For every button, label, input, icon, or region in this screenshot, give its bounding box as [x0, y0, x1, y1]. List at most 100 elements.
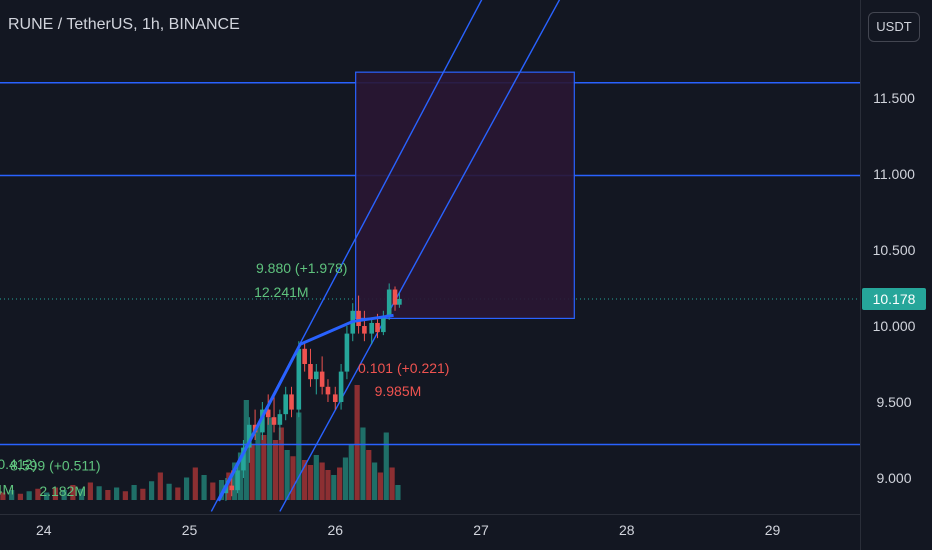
volume-bar: [372, 462, 378, 500]
candle-body: [302, 348, 307, 364]
volume-bar: [52, 487, 58, 500]
volume-bar: [26, 491, 32, 500]
volume-bar: [360, 427, 366, 500]
candle-body: [338, 371, 344, 402]
price-tick-label: 11.000: [873, 166, 915, 182]
time-axis[interactable]: 24 25 26 27 28 29: [36, 522, 781, 538]
volume-bar: [114, 487, 120, 500]
candle-body: [332, 394, 338, 402]
annotations: 9.880 (+1.978) 12.241M 0.101 (+0.221) 9.985…: [0, 260, 449, 499]
volume-bar: [383, 432, 389, 500]
volume-bar: [389, 467, 395, 500]
volume-bar: [302, 460, 308, 500]
volume-bar: [70, 485, 76, 500]
measure-label: 0.101 (+0.221): [358, 360, 449, 376]
volume-bar: [337, 467, 343, 500]
candle-body: [229, 485, 235, 491]
candle-body: [308, 364, 313, 380]
measure-label: 9.985M: [375, 383, 422, 399]
volume-bar: [267, 417, 273, 500]
candle-body: [283, 394, 288, 415]
channel-line: [279, 0, 561, 512]
volume-bar: [249, 443, 255, 500]
volume-bar: [290, 456, 296, 500]
plot-area[interactable]: 9.880 (+1.978) 12.241M 0.101 (+0.221) 9.985…: [0, 0, 860, 512]
candle-body: [271, 417, 277, 425]
candle-body: [356, 310, 361, 326]
volume-bar: [272, 440, 279, 500]
volume-bar: [218, 480, 225, 500]
last-price-label: 10.178: [873, 291, 916, 307]
volume-bar: [157, 472, 163, 500]
volume-bar: [261, 435, 267, 500]
candle-body: [397, 298, 402, 305]
volume-bar: [284, 450, 290, 500]
time-tick-label: 28: [619, 522, 635, 538]
candle-body: [289, 394, 294, 410]
volume-bar: [366, 450, 372, 500]
price-tick-label: 10.500: [873, 242, 916, 258]
candle-body: [246, 424, 252, 448]
price-unit-button[interactable]: USDT: [868, 12, 920, 42]
price-tick-label: 10.000: [873, 318, 916, 334]
volume-bar: [395, 485, 401, 500]
candle-body: [241, 447, 246, 471]
volume-bar: [331, 475, 337, 500]
volume-bar: [148, 481, 155, 500]
trend-path: [217, 313, 394, 502]
volume-bar: [342, 457, 349, 500]
volume-bar: [131, 485, 137, 500]
volume-bar: [61, 490, 67, 500]
candle-body: [375, 322, 380, 333]
volume-bar: [96, 486, 102, 500]
measure-label: 9.880 (+1.978): [256, 260, 347, 276]
volume-bar: [354, 385, 360, 500]
measure-label: +0.412): [0, 456, 37, 472]
volume-bar: [9, 490, 15, 500]
candle-body: [277, 414, 283, 425]
volume-bar: [140, 488, 146, 500]
volume-bar: [296, 412, 302, 500]
volume-bar: [166, 483, 172, 500]
volume-bar: [44, 492, 50, 500]
volume-bar: [232, 462, 238, 500]
candle-body: [314, 371, 319, 380]
volume-bar: [0, 492, 6, 500]
price-tick-label: 9.500: [876, 394, 911, 410]
volume-bar: [17, 493, 24, 500]
candle-body: [392, 289, 398, 305]
volume-bar: [377, 472, 384, 500]
trend-polyline: [217, 313, 394, 502]
volume-bar: [319, 462, 325, 500]
time-tick-label: 27: [473, 522, 489, 538]
volume-bar: [307, 465, 314, 500]
volume-bar: [105, 490, 111, 500]
price-axis[interactable]: 9.000 9.500 10.000 10.500 11.000 11.500: [873, 90, 916, 486]
volume-bar: [313, 455, 319, 500]
volume-bar: [183, 477, 190, 500]
price-tick-label: 9.000: [876, 470, 911, 486]
candle-body: [235, 470, 240, 491]
candle-body: [265, 409, 271, 418]
candle-body: [260, 409, 265, 433]
measure-label: 2.182M: [39, 483, 86, 499]
time-tick-label: 29: [765, 522, 781, 538]
candle-body: [362, 326, 367, 334]
volume-bar: [79, 488, 85, 500]
volume-bar: [237, 452, 244, 500]
measure-label: 12.241M: [254, 284, 308, 300]
chart-title: RUNE / TetherUS, 1h, BINANCE: [8, 16, 240, 33]
volume-bar: [122, 491, 128, 500]
volume-bar: [255, 425, 261, 500]
volume-bar: [226, 472, 232, 500]
volume-bar: [192, 467, 198, 500]
price-tick-label: 11.500: [873, 90, 915, 106]
volume-bar: [201, 475, 207, 500]
candle-body: [369, 322, 374, 334]
rectangle-drawing: [355, 71, 575, 320]
target-box: [355, 71, 575, 320]
candle-body: [344, 333, 350, 372]
measure-label: 8.599 (+0.511): [10, 457, 100, 473]
time-tick-label: 26: [327, 522, 343, 538]
